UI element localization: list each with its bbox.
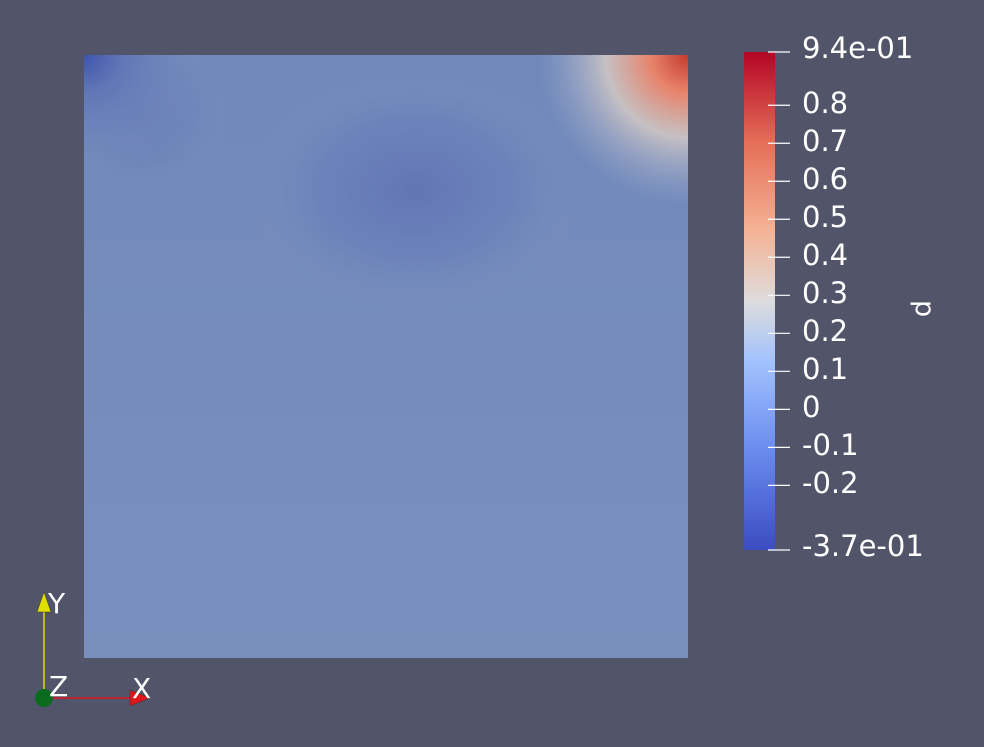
legend-tick-label: -0.2 — [802, 469, 859, 498]
pressure-field — [50, 20, 688, 658]
legend-tick-label: 0.8 — [802, 89, 848, 118]
legend-min-label: -3.7e-01 — [802, 532, 924, 561]
legend-tick-label: 0.5 — [802, 203, 848, 232]
legend-tick-label: 0.1 — [802, 355, 848, 384]
legend-tick-label: 0.2 — [802, 317, 848, 346]
y-axis-label: Y — [48, 590, 65, 618]
legend-tick-label: 0.3 — [802, 279, 848, 308]
legend-tick-label: 0 — [802, 393, 820, 422]
legend-tick-label: 0.6 — [802, 165, 848, 194]
legend-title: p — [911, 300, 938, 317]
x-axis-label: X — [132, 675, 151, 703]
legend-tick-label: 0.7 — [802, 127, 848, 156]
legend-tick-label: -0.1 — [802, 431, 859, 460]
color-legend-bar — [744, 52, 775, 550]
legend-tick-label: 0.4 — [802, 241, 848, 270]
legend-max-label: 9.4e-01 — [802, 34, 913, 63]
z-axis-label: Z — [49, 673, 68, 701]
